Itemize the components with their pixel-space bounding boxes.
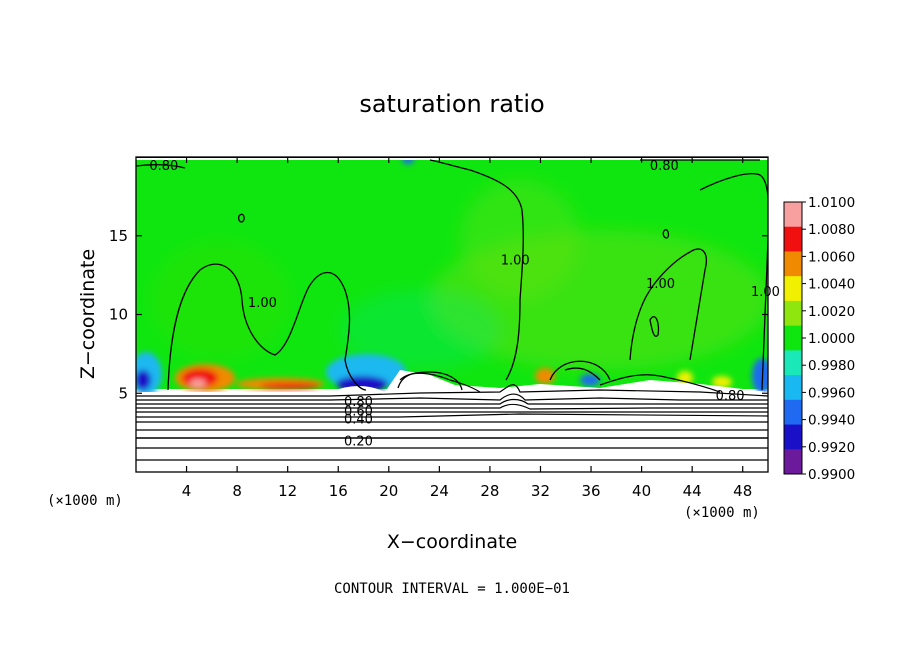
svg-text:0.80: 0.80 [650, 159, 679, 174]
x-tick-label: 28 [480, 482, 499, 500]
svg-text:1.00: 1.00 [248, 296, 277, 311]
contour-label: 1.00 [501, 253, 530, 268]
x-tick-label: 4 [182, 482, 192, 500]
colorbar-band [784, 226, 802, 252]
x-tick-label: 24 [430, 482, 449, 500]
colorbar-label: 1.0020 [808, 304, 855, 320]
x-tick-label: 12 [278, 482, 297, 500]
colorbar-band [784, 375, 802, 401]
x-axis-label: X−coordinate [387, 531, 517, 553]
colorbar-label: 0.9960 [808, 385, 855, 401]
y-tick-label: 10 [109, 306, 128, 324]
x-unit-left: (×1000 m) [47, 493, 123, 509]
colorbar-band [784, 449, 802, 475]
y-axis-label: Z−coordinate [77, 249, 99, 379]
contour-label: 0.40 [344, 412, 373, 427]
colorbar-label: 1.0060 [808, 249, 855, 265]
svg-text:0.20: 0.20 [344, 435, 373, 450]
x-tick-label: 8 [232, 482, 242, 500]
red-peaks [175, 364, 732, 392]
svg-text:0.60: 0.60 [344, 405, 373, 420]
colorbar-band [784, 251, 802, 277]
colorbar-label: 0.9980 [808, 358, 855, 374]
contour-label: 0.80 [149, 159, 178, 174]
y-tick-label: 5 [118, 384, 128, 402]
x-tick-label: 48 [733, 482, 752, 500]
colorbar-label: 1.0080 [808, 222, 855, 238]
contour-label: 1.00 [751, 285, 780, 300]
svg-text:0.80: 0.80 [344, 395, 373, 410]
colorbar-band [784, 202, 802, 228]
contour-label: 0.80 [344, 395, 373, 410]
colorbar-band [784, 325, 802, 351]
svg-text:1.00: 1.00 [646, 277, 675, 292]
svg-text:0.40: 0.40 [344, 412, 373, 427]
contour-label: 0.80 [650, 159, 679, 174]
colorbar-label: 1.0040 [808, 277, 855, 293]
plot-field [136, 157, 768, 472]
contour-labels: 1.001.001.001.000.80 0.800.800.800.600.40… [149, 159, 780, 450]
x-unit-right: (×1000 m) [684, 505, 760, 521]
colorbar-band [784, 424, 802, 450]
svg-text:1.00: 1.00 [501, 253, 530, 268]
svg-text:0.80: 0.80 [149, 159, 178, 174]
svg-text:0.80: 0.80 [716, 389, 745, 404]
chart-title: saturation ratio [359, 90, 544, 118]
contour-label: 1.00 [248, 296, 277, 311]
contour-label: 1.00 [646, 277, 675, 292]
svg-text:1.00: 1.00 [751, 285, 780, 300]
x-tick-label: 40 [632, 482, 651, 500]
contour-label: 0.20 [344, 435, 373, 450]
y-tick-label: 15 [109, 227, 128, 245]
x-tick-label: 16 [329, 482, 348, 500]
x-tick-label: 32 [531, 482, 550, 500]
colorbar: 1.0100 1.0080 1.0060 1.0040 1.0020 1.0000 0.99… [783, 195, 855, 483]
contour-label: 0.80 [716, 389, 745, 404]
contour-lines-100 [136, 159, 768, 391]
x-tick-label: 20 [379, 482, 398, 500]
contour-interval-note: CONTOUR INTERVAL = 1.000E−01 [334, 581, 570, 597]
colorbar-label: 1.0100 [808, 195, 855, 211]
colorbar-band [784, 399, 802, 425]
colorbar-label: 0.9900 [808, 467, 855, 483]
green-variations [150, 180, 768, 370]
colorbar-band [784, 276, 802, 302]
colorbar-band [784, 300, 802, 326]
x-tick-label: 44 [683, 482, 702, 500]
colorbar-label: 1.0000 [808, 331, 855, 347]
colorbar-label: 0.9940 [808, 413, 855, 429]
colorbar-band [784, 350, 802, 376]
contour-lines-stratified [136, 372, 768, 461]
top-strip [136, 157, 768, 160]
contour-label: 0.60 [344, 405, 373, 420]
colorbar-label: 0.9920 [808, 440, 855, 456]
x-tick-label: 36 [581, 482, 600, 500]
